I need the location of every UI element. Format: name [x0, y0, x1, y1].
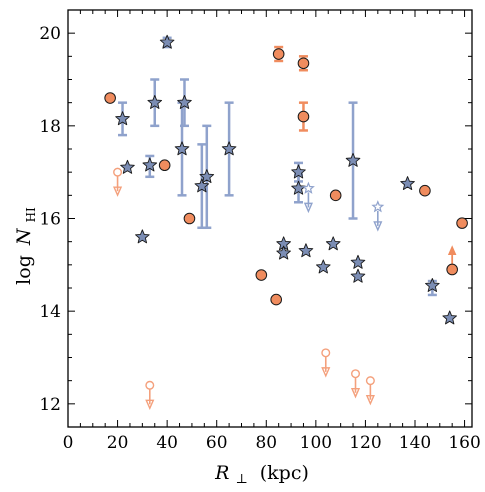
- upper-limit-arrow: [350, 377, 361, 399]
- data-point-star: [174, 141, 190, 156]
- x-tick-label: 140: [399, 433, 431, 453]
- x-axis-label-main: R: [214, 462, 229, 484]
- x-tick-label: 80: [255, 433, 277, 453]
- data-point-open-circle: [113, 167, 123, 177]
- data-point-star: [159, 34, 175, 49]
- data-point-star: [199, 169, 215, 184]
- data-point-star: [147, 95, 163, 109]
- upper-limit-arrow: [113, 176, 123, 197]
- upper-limit-arrow: [303, 192, 313, 214]
- data-point-circle: [183, 212, 196, 225]
- data-point-star: [325, 236, 341, 251]
- data-point-star: [135, 229, 150, 244]
- data-point-star: [142, 157, 158, 172]
- arrow-head: [321, 367, 331, 378]
- x-tick-label: 40: [156, 433, 178, 453]
- data-point-star: [442, 310, 457, 325]
- data-point-star: [276, 245, 291, 260]
- data-point-open-star: [371, 200, 385, 213]
- arrow-head: [303, 202, 313, 214]
- data-point-star: [298, 243, 314, 258]
- arrow-head: [365, 394, 375, 406]
- arrow-head: [113, 186, 123, 197]
- data-point-open-circle: [351, 369, 361, 379]
- y-axis-label-sub: HI: [24, 207, 38, 222]
- data-point-star: [120, 159, 135, 174]
- y-tick-label: 12: [39, 395, 61, 415]
- data-point-open-circle: [365, 376, 375, 386]
- data-point-open-star: [301, 181, 315, 194]
- data-point-star: [115, 111, 130, 126]
- x-tick-label: 160: [448, 433, 480, 453]
- data-point-star: [291, 164, 306, 179]
- data-point-circle: [446, 263, 458, 276]
- axes: 0 20 40 60 80 100 120 140 160 12 14 16 18 20: [39, 9, 481, 453]
- y-axis-label-prefix: log: [13, 255, 35, 285]
- y-tick-label: 20: [39, 24, 61, 44]
- data-point-star: [194, 178, 210, 193]
- arrow-head: [145, 399, 155, 411]
- data-point-star: [350, 254, 366, 269]
- y-tick-label: 14: [39, 302, 61, 322]
- x-tick-label: 0: [63, 433, 74, 453]
- data-point-circle: [104, 92, 116, 104]
- y-axis-label: log N HI: [13, 207, 38, 285]
- x-tick-label: 100: [300, 433, 332, 453]
- data-point-circle: [272, 48, 285, 60]
- x-axis-label-unit: (kpc): [260, 462, 309, 484]
- data-point-star: [350, 268, 366, 283]
- arrow-head: [447, 245, 457, 255]
- data-point-circle: [419, 184, 431, 197]
- data-point-circle: [255, 269, 268, 281]
- x-tick-label: 60: [206, 433, 228, 453]
- data-point-open-circle: [321, 348, 331, 358]
- upper-limit-arrow: [145, 389, 155, 411]
- upper-limit-arrow: [365, 384, 375, 406]
- data-point-star: [221, 141, 237, 156]
- upper-limit-arrow: [373, 210, 383, 232]
- arrow-head: [373, 221, 383, 232]
- data-point-circle: [297, 57, 310, 70]
- x-tick-label: 20: [107, 433, 129, 453]
- x-axis-label-sub: ⊥: [235, 472, 247, 487]
- data-point-star: [425, 278, 440, 292]
- lower-limit-arrow: [447, 245, 457, 265]
- x-axis-label: R ⊥ (kpc): [214, 462, 309, 488]
- upper-limit-arrow: [321, 356, 331, 378]
- y-tick-label: 18: [39, 117, 61, 137]
- data-point-star: [291, 180, 306, 195]
- data-point-circle: [297, 110, 310, 123]
- data-point-star: [177, 95, 192, 109]
- data-point-circle: [270, 293, 282, 306]
- data-point-star: [400, 176, 415, 191]
- data-point-circle: [158, 159, 171, 172]
- x-tick-label: 120: [349, 433, 381, 453]
- arrow-head: [350, 388, 361, 399]
- data-marks: [104, 34, 468, 411]
- data-point-circle: [456, 217, 468, 229]
- data-point-open-circle: [145, 380, 155, 390]
- data-point-star: [345, 152, 361, 167]
- y-axis-label-main: N: [13, 227, 35, 246]
- plot-frame: [67, 9, 473, 428]
- y-tick-label: 16: [39, 210, 61, 230]
- data-point-star: [315, 259, 331, 274]
- data-point-circle: [329, 189, 342, 202]
